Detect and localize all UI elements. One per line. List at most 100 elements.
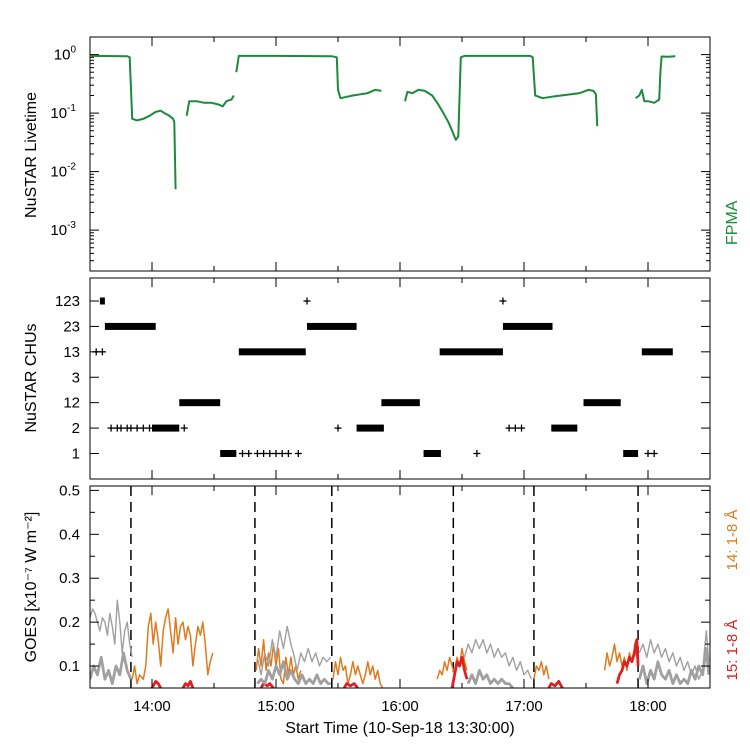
- chu-range: [220, 450, 237, 457]
- chu-point: [180, 424, 188, 432]
- livetime-tick-labels: 100 10-1 10-2 10-3: [50, 45, 76, 240]
- goes-ytick-label: 0.4: [59, 526, 80, 543]
- chus-category-label: 13: [63, 344, 80, 361]
- chu-point: [518, 424, 526, 432]
- chus-category-label: 2: [72, 420, 80, 437]
- chu-point: [146, 424, 154, 432]
- goes-line-gray: [256, 660, 331, 685]
- goes-line-goes15: [181, 680, 195, 688]
- livetime-ytick-label: 100: [54, 45, 77, 64]
- chu-range: [99, 297, 105, 305]
- chu-point: [334, 424, 342, 432]
- chu-point: [260, 450, 268, 457]
- chu-point: [511, 424, 519, 432]
- livetime-plot-frame: [89, 36, 711, 272]
- chu-point: [245, 450, 253, 457]
- chu-range: [238, 348, 306, 356]
- chu-range: [502, 322, 553, 330]
- chu-point: [239, 450, 247, 457]
- livetime-panel: 100 10-1 10-2 10-3 NuSTAR Livetime FPMA: [23, 36, 741, 272]
- goes-ticks: [90, 486, 710, 688]
- goes-ytick-label: 0.2: [59, 614, 80, 631]
- goes-y-tick-labels: 0.1 0.2 0.3 0.4 0.5: [59, 482, 80, 675]
- goes-dashed-markers: [130, 486, 639, 688]
- goes-line-goes15: [259, 682, 275, 688]
- goes-line-goes15: [450, 655, 469, 688]
- chu-point: [284, 450, 292, 457]
- livetime-y-axis-label: NuSTAR Livetime: [23, 92, 40, 218]
- fpma-livetime-line: [89, 54, 177, 190]
- goes-line-goes15: [342, 682, 359, 688]
- chus-ticks: [90, 278, 710, 479]
- goes-xtick-label: 16:00: [381, 698, 419, 715]
- chu-point: [107, 424, 115, 432]
- chu-point: [92, 348, 100, 356]
- goes-line-gray: [466, 669, 514, 688]
- goes-y-axis-label: GOES [x10⁻⁷ W m⁻²]: [23, 512, 40, 663]
- chu-range: [307, 322, 357, 330]
- legend-goes14: 14: 1-8 Å: [724, 510, 741, 571]
- chu-point: [650, 450, 658, 457]
- chu-range: [641, 348, 673, 356]
- chus-plot-frame: [89, 277, 711, 480]
- chu-range: [179, 399, 221, 407]
- chu-point: [505, 424, 513, 432]
- chu-point: [644, 450, 652, 457]
- chu-range: [152, 424, 180, 432]
- chus-category-label: 123: [55, 293, 80, 310]
- chus-category-label: 3: [72, 369, 80, 386]
- chu-range: [551, 424, 578, 432]
- goes-line-goes14: [332, 656, 384, 688]
- chu-point: [133, 424, 141, 432]
- chu-range: [423, 450, 441, 457]
- fpma-livetime-line: [404, 54, 599, 141]
- chu-range: [381, 399, 420, 407]
- goes-line-gray: [463, 639, 533, 680]
- goes-panel: 0.1 0.2 0.3 0.4 0.5 14:00 15:00 16:00 17:00 18:0…: [23, 482, 741, 737]
- chu-point: [98, 348, 106, 356]
- goes-line-goes14: [533, 660, 550, 680]
- livetime-series: [89, 54, 676, 190]
- fpma-livetime-line: [185, 94, 235, 116]
- chus-category-label: 12: [63, 395, 80, 412]
- chu-point: [278, 450, 286, 457]
- x-axis-label: Start Time (10-Sep-18 13:30:00): [285, 720, 514, 737]
- chu-point: [139, 424, 147, 432]
- chus-y-axis-label: NuSTAR CHUs: [23, 323, 40, 432]
- goes-line-gray: [90, 599, 133, 658]
- goes-line-gray: [638, 630, 710, 680]
- chu-point: [117, 424, 125, 432]
- legend-goes15: 15: 1-8 Å: [724, 620, 741, 681]
- goes-xtick-label: 14:00: [133, 698, 171, 715]
- fpma-livetime-line: [635, 55, 676, 104]
- goes-line-goes15: [615, 638, 640, 684]
- livetime-ytick-label: 10-2: [50, 162, 76, 181]
- chus-markers: [92, 297, 673, 457]
- chu-range: [104, 322, 156, 330]
- livetime-ticks: [90, 36, 710, 272]
- chu-point: [272, 450, 280, 457]
- chu-point: [473, 450, 481, 457]
- chu-point: [253, 450, 261, 457]
- chu-point: [266, 450, 274, 457]
- chu-range: [623, 450, 639, 457]
- goes-ytick-label: 0.3: [59, 570, 80, 587]
- chu-point: [294, 450, 302, 457]
- goes-line-goes14: [131, 608, 214, 685]
- chus-category-label: 23: [63, 318, 80, 335]
- goes-line-gray: [256, 625, 332, 676]
- fpma-livetime-line: [235, 54, 382, 100]
- livetime-ytick-label: 10-3: [50, 220, 76, 239]
- chu-point: [303, 297, 311, 305]
- goes-xtick-label: 18:00: [629, 698, 667, 715]
- goes-xtick-label: 17:00: [505, 698, 543, 715]
- goes-x-tick-labels: 14:00 15:00 16:00 17:00 18:00: [133, 698, 667, 715]
- livetime-ytick-label: 10-1: [50, 103, 76, 122]
- goes-line-gray: [637, 647, 710, 685]
- chu-point: [499, 297, 507, 305]
- legend-fpma: FPMA: [724, 200, 741, 245]
- chu-point: [127, 424, 135, 432]
